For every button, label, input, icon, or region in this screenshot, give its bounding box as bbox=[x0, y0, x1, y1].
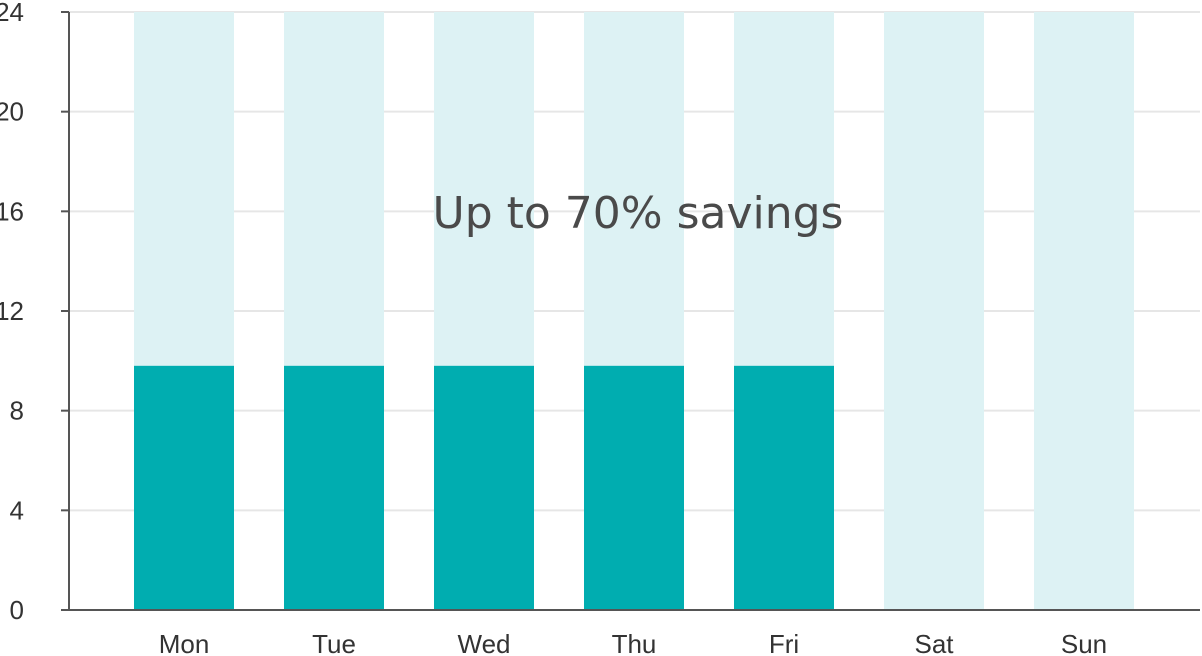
x-tick-label: Sat bbox=[914, 629, 954, 656]
background-bar-sat bbox=[884, 12, 984, 610]
y-tick-label: 8 bbox=[10, 396, 24, 426]
value-bar-mon bbox=[134, 365, 234, 610]
y-tick-label: 4 bbox=[10, 495, 24, 525]
y-tick-label: 16 bbox=[0, 196, 24, 226]
y-tick-label: 20 bbox=[0, 97, 24, 127]
x-axis-labels: Mon Tue Wed Thu Fri Sat Sun bbox=[159, 629, 1107, 656]
x-tick-label: Tue bbox=[312, 629, 356, 656]
x-tick-label: Mon bbox=[159, 629, 210, 656]
value-bar-wed bbox=[434, 365, 534, 610]
value-bars bbox=[134, 365, 834, 610]
x-tick-label: Sun bbox=[1061, 629, 1107, 656]
y-tick-label: 24 bbox=[0, 0, 24, 27]
value-bar-fri bbox=[734, 365, 834, 610]
savings-annotation: Up to 70% savings bbox=[433, 188, 844, 239]
x-tick-label: Wed bbox=[458, 629, 511, 656]
value-bar-thu bbox=[584, 365, 684, 610]
y-tick-label: 12 bbox=[0, 296, 24, 326]
y-tick-label: 0 bbox=[10, 595, 24, 625]
background-bar-sun bbox=[1034, 12, 1134, 610]
x-tick-label: Thu bbox=[612, 629, 657, 656]
y-axis-ticks: 0 4 8 12 16 20 24 bbox=[0, 0, 69, 625]
value-bar-tue bbox=[284, 365, 384, 610]
x-tick-label: Fri bbox=[769, 629, 799, 656]
